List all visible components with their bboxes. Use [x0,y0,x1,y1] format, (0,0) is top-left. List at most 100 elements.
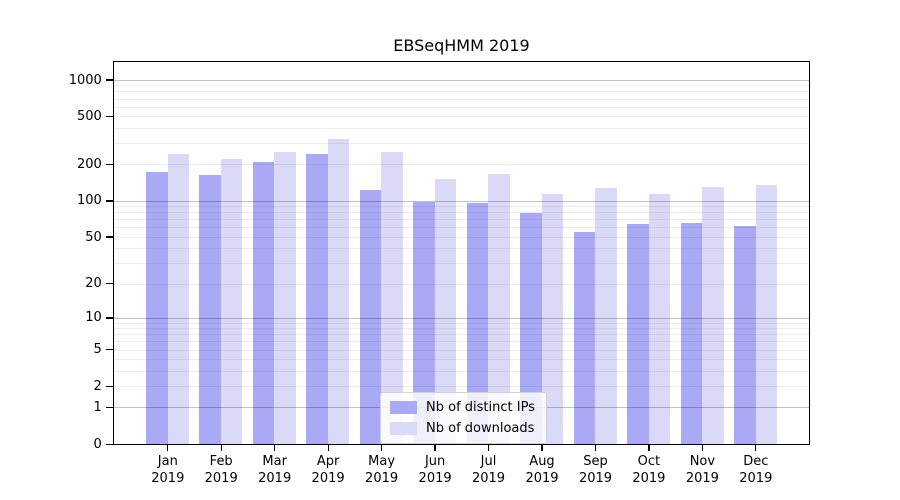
gridline-90 [114,206,809,208]
x-tick-aug [541,445,543,452]
y-tick-0 [105,443,113,445]
bar-apr-nb-of-distinct-ips [306,153,328,444]
gridline-300 [114,143,809,145]
x-tick-oct [648,445,650,452]
x-tick-label-aug: Aug 2019 [525,454,559,487]
gridline-200 [114,164,809,166]
y-tick-200 [105,164,113,166]
gridline-6 [114,341,809,343]
y-tick-label-20: 20 [85,276,102,292]
bars-layer [114,62,809,444]
x-tick-mar [274,445,276,452]
y-tick-label-2: 2 [93,378,102,394]
y-tick-label-50: 50 [85,229,102,245]
gridline-4 [114,359,809,361]
gridline-800 [114,91,809,93]
chart-title: EBSeqHMM 2019 [393,36,530,55]
gridline-500 [114,116,809,118]
bar-feb-nb-of-distinct-ips [199,175,221,444]
y-tick-label-1000: 1000 [68,72,102,88]
bar-jul-nb-of-distinct-ips [466,202,489,444]
y-tick-label-100: 100 [76,193,102,209]
x-tick-label-feb: Feb 2019 [204,454,238,487]
bar-jan-nb-of-downloads [167,153,189,444]
x-tick-dec [755,445,757,452]
bar-sep-nb-of-distinct-ips [573,231,596,444]
bar-oct-nb-of-downloads [648,193,671,444]
gridline-1000 [114,79,809,81]
y-tick-1000 [105,79,113,81]
y-tick-label-1: 1 [93,400,102,416]
gridline-7 [114,334,809,336]
gridline-70 [114,219,809,221]
x-tick-label-jul: Jul 2019 [471,454,506,487]
gridline-9 [114,322,809,324]
x-tick-label-mar: Mar 2019 [258,454,292,487]
bar-mar-nb-of-distinct-ips [252,162,275,444]
y-tick-label-0: 0 [93,436,102,452]
x-tick-sep [594,445,597,452]
y-tick-label-200: 200 [76,157,102,173]
bar-aug-nb-of-distinct-ips [520,212,542,444]
y-tick-label-5: 5 [93,342,102,358]
x-tick-label-sep: Sep 2019 [578,454,613,487]
y-tick-500 [105,115,113,118]
y-tick-label-500: 500 [76,109,102,124]
x-tick-jan [167,445,169,452]
bar-jul-nb-of-downloads [488,173,510,444]
bar-jan-nb-of-distinct-ips [146,172,168,444]
gridline-40 [114,248,809,250]
gridline-2 [114,386,809,388]
bar-apr-nb-of-downloads [327,138,350,444]
legend-swatch-downloads [390,422,417,435]
gridline-50 [114,236,809,238]
y-tick-20 [105,283,113,285]
bar-dec-nb-of-downloads [755,184,777,444]
gridline-8 [114,328,809,330]
x-tick-apr [327,445,329,452]
bar-jun-nb-of-distinct-ips [413,201,435,444]
bar-nov-nb-of-downloads [702,187,724,444]
gridline-900 [114,85,809,87]
y-tick-100 [105,200,113,202]
y-tick-1 [105,407,113,409]
x-tick-label-oct: Oct 2019 [632,454,666,487]
bar-nov-nb-of-distinct-ips [680,223,703,444]
y-tick-5 [105,349,113,351]
legend-label-distinct-ips: Nb of distinct IPs [426,400,535,415]
legend-item-downloads: Nb of downloads [390,421,536,436]
gridline-60 [114,227,809,229]
x-tick-may [381,445,383,452]
y-tick-50 [105,236,113,238]
legend-item-distinct-ips: Nb of distinct IPs [390,400,536,415]
y-tick-label-10: 10 [85,310,102,326]
bar-dec-nb-of-distinct-ips [734,226,756,444]
x-tick-label-may: May 2019 [365,454,399,487]
x-tick-label-dec: Dec 2019 [739,454,773,487]
legend: Nb of distinct IPs Nb of downloads [380,392,547,444]
legend-swatch-distinct-ips [390,401,417,414]
gridline-10 [114,317,809,319]
gridline-30 [114,262,809,264]
gridline-700 [114,98,809,100]
gridline-3 [114,370,809,372]
x-tick-feb [220,445,222,452]
bar-sep-nb-of-downloads [595,188,617,444]
y-tick-10 [105,317,113,319]
gridlines-layer [114,62,809,444]
bar-jun-nb-of-downloads [434,179,457,444]
gridline-400 [114,127,809,129]
bar-aug-nb-of-downloads [541,193,564,444]
x-tick-label-jan: Jan 2019 [151,454,185,487]
y-tick-2 [105,385,113,388]
bar-may-nb-of-downloads [381,151,403,444]
x-tick-jun [434,445,436,452]
gridline-20 [114,283,809,285]
gridline-5 [114,349,809,351]
bar-mar-nb-of-downloads [274,151,296,444]
gridline-80 [114,212,809,214]
gridline-100 [114,200,809,202]
x-tick-label-nov: Nov 2019 [685,454,719,487]
bar-oct-nb-of-distinct-ips [627,223,649,444]
